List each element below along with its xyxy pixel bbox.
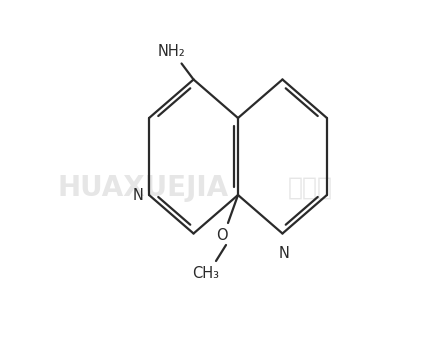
Text: NH₂: NH₂ [158, 44, 185, 59]
Text: N: N [132, 189, 143, 203]
Text: HUAXUEJIA: HUAXUEJIA [58, 174, 229, 202]
Text: O: O [216, 228, 228, 243]
Text: N: N [279, 247, 290, 261]
Text: 化学加: 化学加 [288, 176, 333, 200]
Text: CH₃: CH₃ [193, 266, 219, 280]
